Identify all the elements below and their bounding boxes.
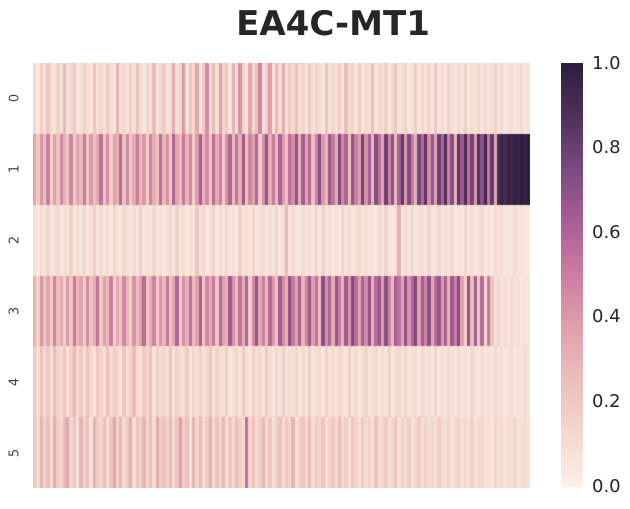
y-axis-label: 1 (7, 164, 23, 174)
y-axis-label: 3 (7, 306, 23, 316)
colorbar-tick-label: 0.2 (592, 391, 621, 412)
colorbar (561, 63, 583, 487)
colorbar-tick-label: 0.6 (592, 222, 621, 243)
chart-title: EA4C-MT1 (236, 4, 430, 44)
heatmap-canvas (33, 63, 530, 488)
y-axis-label: 0 (7, 93, 23, 103)
colorbar-tick-label: 0.4 (592, 306, 621, 327)
y-axis-label: 2 (7, 235, 23, 245)
y-axis-label: 5 (7, 448, 23, 458)
colorbar-tick-label: 0.0 (592, 476, 621, 497)
colorbar-tick-label: 1.0 (592, 53, 621, 74)
colorbar-tick-label: 0.8 (592, 137, 621, 158)
y-axis-label: 4 (7, 377, 23, 387)
